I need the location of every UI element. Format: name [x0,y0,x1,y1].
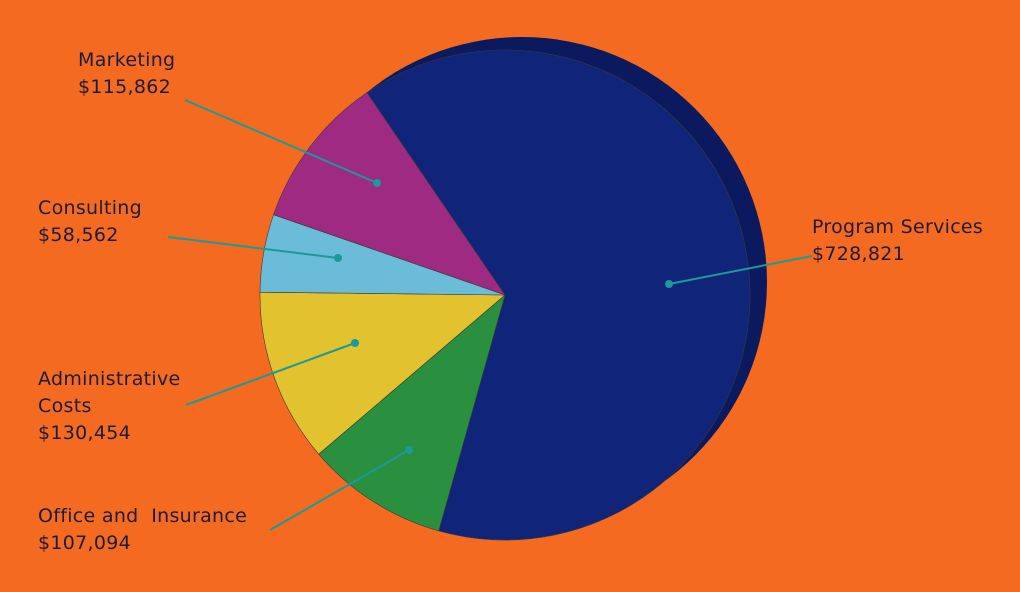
leader-line [167,236,339,259]
leader-line [668,255,813,285]
pie-slice [273,92,506,296]
leader-dot [334,254,342,262]
pie-slice [259,291,506,455]
slice-label: Program Services $728,821 [812,214,1012,268]
pie-slice [366,49,751,541]
slice-name: Consulting [38,197,142,219]
leader-line [269,449,410,531]
leader-line [185,342,356,406]
slice-label: Office and Insurance $107,094 [38,503,278,557]
slice-label: Marketing $115,862 [78,47,238,101]
slice-label: Administrative Costs $130,454 [38,366,198,447]
leader-dot [405,446,413,454]
pie-slice [318,294,506,532]
slice-value: $115,862 [78,76,172,98]
slice-name: Administrative Costs [38,368,187,417]
slice-name: Marketing [78,49,176,71]
slice-value: $130,454 [38,422,132,444]
slice-label: Consulting $58,562 [38,195,198,249]
slice-name: Program Services [812,216,984,238]
leader-dot [351,339,359,347]
slice-value: $58,562 [38,224,119,246]
leader-dot [665,280,673,288]
slice-name: Office and Insurance [38,505,248,527]
leader-dot [373,179,381,187]
leader-line [184,99,378,184]
slice-value: $728,821 [812,243,906,265]
slice-value: $107,094 [38,532,132,554]
